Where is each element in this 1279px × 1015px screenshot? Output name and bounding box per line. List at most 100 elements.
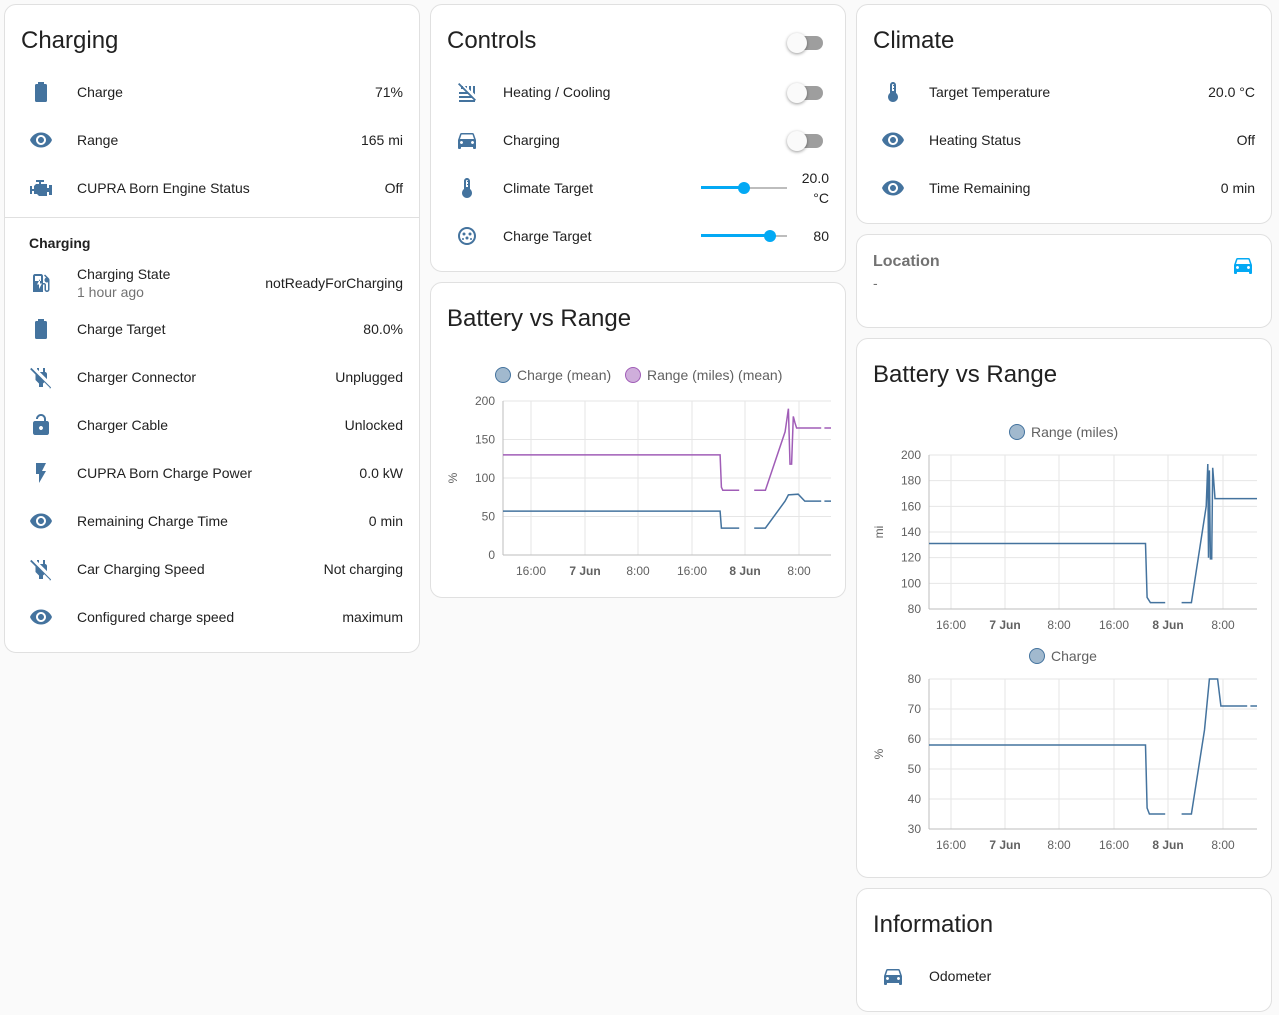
entity-row-charging-state[interactable]: Charging State 1 hour ago notReadyForCha… <box>21 261 403 305</box>
entity-value: 20.0 °C <box>797 168 829 208</box>
charging-card-title: Charging <box>21 27 119 54</box>
entity-label: Charge Target <box>503 228 592 244</box>
toggle-knob <box>787 33 807 53</box>
legend-swatch <box>495 367 511 383</box>
x-tick-label: 8:00 <box>626 564 650 578</box>
y-tick-label: 70 <box>908 702 922 716</box>
x-tick-label: 8 Jun <box>729 564 760 578</box>
y-tick-label: 100 <box>901 576 921 590</box>
ev-plug-icon <box>447 216 487 256</box>
eye-icon <box>873 168 913 208</box>
y-tick-label: 200 <box>901 448 921 462</box>
y-tick-label: 30 <box>908 822 922 836</box>
legend-label: Charge (mean) <box>517 367 612 383</box>
legend-label: Charge <box>1051 648 1097 664</box>
entity-row-charge-power[interactable]: CUPRA Born Charge Power 0.0 kW <box>21 453 403 493</box>
climate-target-slider[interactable] <box>701 178 787 198</box>
entity-row-heating-status[interactable]: Heating Status Off <box>873 120 1255 160</box>
entity-row-car-charging-speed[interactable]: Car Charging Speed Not charging <box>21 549 403 589</box>
x-tick-label: 8:00 <box>1211 618 1235 632</box>
x-tick-label: 7 Jun <box>569 564 600 578</box>
entity-row-charge-target: Charge Target 80 <box>447 216 829 256</box>
x-tick-label: 7 Jun <box>989 838 1020 852</box>
entity-label: Time Remaining <box>929 180 1031 196</box>
location-card[interactable]: Location - <box>856 234 1272 328</box>
chart-legend-item[interactable]: Range (miles) (mean) <box>625 367 782 383</box>
value-unit: °C <box>813 190 829 206</box>
y-tick-label: 50 <box>482 510 496 524</box>
entity-row-target-temperature[interactable]: Target Temperature 20.0 °C <box>873 72 1255 112</box>
eye-icon <box>873 120 913 160</box>
entity-row-configured-charge-speed[interactable]: Configured charge speed maximum <box>21 597 403 637</box>
entity-value: 20.0 °C <box>1208 84 1255 100</box>
chart-card-title: Battery vs Range <box>873 361 1058 388</box>
entity-row-charger-cable[interactable]: Charger Cable Unlocked <box>21 405 403 445</box>
entity-row-time-remaining[interactable]: Time Remaining 0 min <box>873 168 1255 208</box>
entity-row-range[interactable]: Range 165 mi <box>21 120 403 160</box>
entity-label: Charging <box>503 132 560 148</box>
entity-label: Car Charging Speed <box>77 561 205 577</box>
car-icon <box>1231 253 1255 277</box>
legend-label: Range (miles) (mean) <box>647 367 783 383</box>
entity-value: 0.0 kW <box>359 465 403 481</box>
entity-row-charge-target[interactable]: Charge Target 80.0% <box>21 309 403 349</box>
eye-icon <box>21 501 61 541</box>
legend-swatch <box>1029 648 1045 664</box>
x-tick-label: 8:00 <box>787 564 811 578</box>
slider-fill <box>701 186 744 189</box>
y-tick-label: 140 <box>901 525 921 539</box>
series-line-0 <box>929 463 1257 604</box>
climate-card: Climate Target Temperature 20.0 °C Heati… <box>856 4 1272 224</box>
slider-thumb[interactable] <box>763 230 776 242</box>
eye-icon <box>21 597 61 637</box>
chart-legend-item[interactable]: Charge <box>1029 648 1097 664</box>
information-card-title: Information <box>873 911 994 938</box>
heating-cooling-toggle[interactable] <box>787 82 823 103</box>
entity-value: 0 min <box>1220 180 1255 196</box>
entity-label: Charge Target <box>77 321 166 337</box>
section-title: Charging <box>29 235 91 251</box>
header-toggle[interactable] <box>787 32 823 53</box>
entity-row-climate-target: Climate Target 20.0 °C <box>447 168 829 208</box>
chart-legend-item[interactable]: Charge (mean) <box>495 367 611 383</box>
car-icon <box>873 956 913 996</box>
entity-row-odometer[interactable]: Odometer <box>873 956 1255 996</box>
controls-card: Controls Heating / Cooling Charging Clim… <box>430 4 846 272</box>
entity-label: Remaining Charge Time <box>77 513 228 529</box>
legend-swatch <box>625 367 641 383</box>
x-tick-label: 8:00 <box>1047 618 1071 632</box>
x-tick-label: 16:00 <box>1099 838 1129 852</box>
entity-value: Off <box>1236 132 1255 148</box>
y-tick-label: 100 <box>475 471 495 485</box>
slider-thumb[interactable] <box>738 182 750 194</box>
entity-label: CUPRA Born Engine Status <box>77 180 250 196</box>
y-tick-label: 0 <box>488 548 495 562</box>
charge-target-slider[interactable] <box>701 226 787 246</box>
entity-row-charge[interactable]: Charge 71% <box>21 72 403 112</box>
battery-icon <box>21 309 61 349</box>
chart-card-title: Battery vs Range <box>447 305 632 332</box>
charging-card: Charging Charge 71% Range 165 mi CUPRA B… <box>4 4 420 653</box>
entity-value: maximum <box>342 609 403 625</box>
entity-value: 71% <box>374 84 403 100</box>
series-line-1 <box>503 408 831 492</box>
charging-toggle[interactable] <box>787 130 823 151</box>
entity-row-engine-status[interactable]: CUPRA Born Engine Status Off <box>21 168 403 208</box>
range-chart: 80 100 120 140 160 180 200 16:00 7 Jun 8:00 16:00 8… <box>872 448 1257 632</box>
entity-value: Not charging <box>323 561 403 577</box>
entity-label: Charging State <box>77 266 171 282</box>
thermometer-icon <box>447 168 487 208</box>
chart-legend-item[interactable]: Range (miles) <box>1009 424 1118 440</box>
entity-label: Charger Connector <box>77 369 197 385</box>
y-tick-label: 80 <box>908 602 922 616</box>
series-line-0 <box>929 678 1257 815</box>
y-tick-label: 120 <box>901 551 921 565</box>
toggle-knob <box>787 83 807 103</box>
entity-label: Heating Status <box>929 132 1021 148</box>
entity-label: Charger Cable <box>77 417 169 433</box>
entity-row-remaining-charge-time[interactable]: Remaining Charge Time 0 min <box>21 501 403 541</box>
entity-row-charger-connector[interactable]: Charger Connector Unplugged <box>21 357 403 397</box>
legend-label: Range (miles) <box>1031 424 1119 440</box>
y-tick-label: 50 <box>908 762 922 776</box>
entity-value: Off <box>384 180 403 196</box>
